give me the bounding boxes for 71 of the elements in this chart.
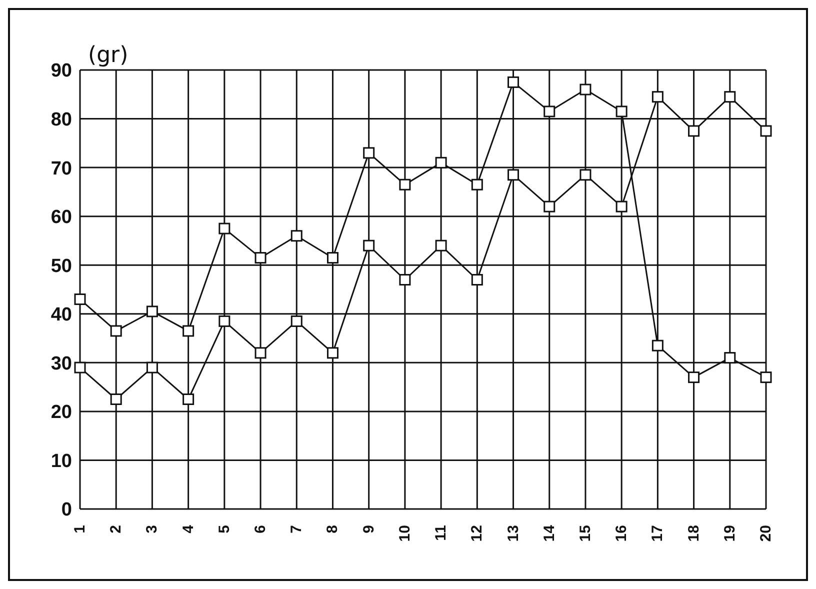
point [74, 362, 86, 374]
point [218, 222, 230, 234]
point [290, 230, 302, 242]
x-tick-label: 19 [721, 525, 738, 542]
x-tick-label: 6 [252, 525, 270, 534]
point [435, 240, 447, 252]
x-tick-label: 5 [216, 525, 233, 534]
x-tick-label: 11 [432, 525, 450, 541]
point [74, 294, 86, 306]
y-tick-label: 20 [50, 402, 72, 424]
y-tick-label: 0 [61, 500, 72, 521]
point [580, 169, 592, 181]
point [326, 252, 338, 264]
point [363, 240, 375, 252]
x-tick-label: 8 [324, 525, 342, 534]
y-tick-label: 50 [50, 256, 72, 277]
point [435, 156, 447, 168]
point [616, 200, 628, 212]
y-tick-label: 90 [50, 60, 72, 82]
x-tick-label: 20 [758, 525, 774, 542]
x-tick-label: 14 [540, 524, 558, 542]
y-tick-label: 60 [50, 207, 72, 228]
point [399, 274, 411, 286]
x-tick-label: 1 [72, 525, 88, 534]
x-tick-label: 10 [396, 525, 414, 542]
y-tick-label: 10 [50, 450, 72, 472]
y-tick-label: 40 [50, 304, 72, 326]
point [254, 252, 266, 264]
point [544, 106, 556, 118]
y-tick-label: 80 [50, 110, 72, 131]
x-tick-label: 16 [613, 525, 630, 542]
x-tick-label: 13 [504, 525, 522, 542]
y-tick-label: 70 [50, 158, 72, 180]
x-tick-label: 3 [144, 525, 161, 534]
point [724, 91, 736, 103]
point [688, 372, 700, 384]
x-tick-label: 15 [576, 525, 594, 542]
point [724, 352, 736, 364]
point [110, 325, 122, 337]
point [688, 125, 700, 137]
point [580, 84, 592, 96]
point [508, 169, 520, 181]
point [616, 106, 628, 118]
x-tick-label: 18 [685, 525, 702, 542]
point [182, 394, 194, 405]
point [760, 372, 772, 384]
point [363, 147, 375, 159]
point [399, 178, 411, 190]
point [146, 362, 158, 374]
x-tick-label: 9 [360, 525, 378, 534]
point [290, 315, 302, 327]
point [110, 394, 122, 405]
point [652, 340, 664, 352]
x-tick-label: 4 [180, 524, 197, 534]
x-tick-label: 7 [288, 525, 306, 534]
point [471, 274, 483, 286]
y-tick-label: 30 [50, 353, 72, 374]
point [508, 76, 520, 88]
x-tick-label: 17 [649, 525, 666, 542]
point [326, 347, 338, 359]
point [254, 347, 266, 359]
point [182, 325, 194, 337]
point [544, 200, 556, 212]
y-axis-title: (gr) [88, 43, 128, 68]
point [146, 306, 158, 318]
point [652, 91, 664, 103]
x-tick-label: 12 [468, 525, 486, 542]
x-tick-label: 2 [108, 525, 125, 534]
point [760, 125, 772, 137]
point [471, 178, 483, 190]
point [218, 315, 230, 327]
